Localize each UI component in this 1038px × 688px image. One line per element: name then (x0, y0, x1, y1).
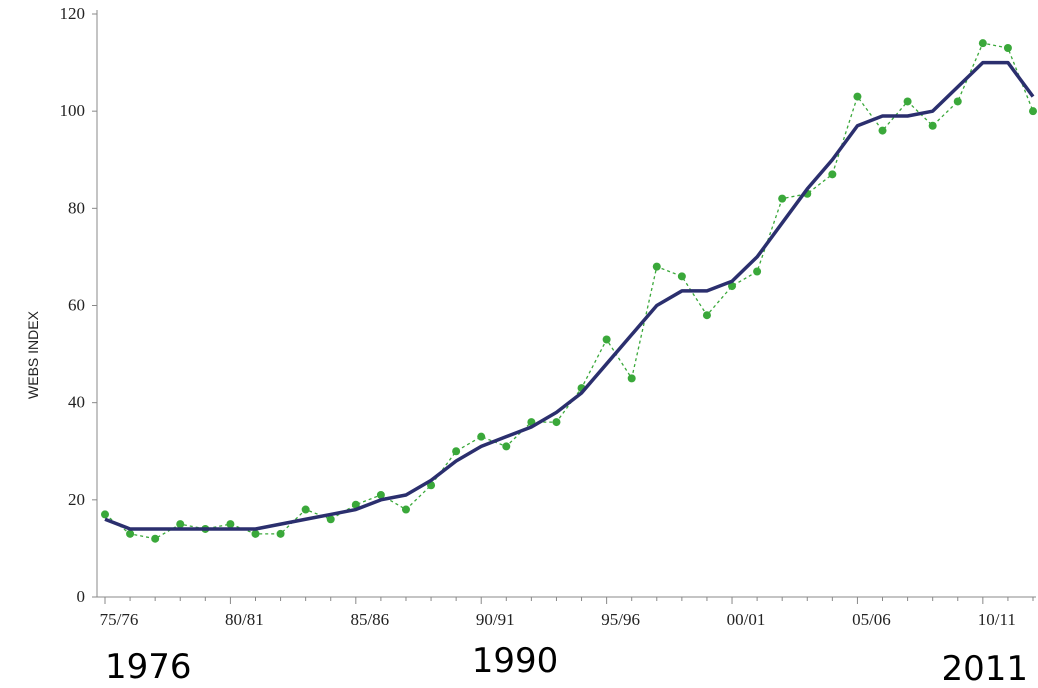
x-tick-label: 90/91 (476, 610, 515, 629)
data-point (502, 442, 511, 451)
x-tick-label: 00/01 (727, 610, 766, 629)
data-point (101, 510, 109, 519)
data-point (652, 262, 661, 271)
data-point (351, 500, 360, 509)
data-point (778, 194, 787, 203)
data-point (276, 529, 285, 538)
y-tick-label: 120 (60, 4, 86, 23)
data-point (301, 505, 310, 514)
data-point (1003, 44, 1012, 53)
y-tick-label: 100 (60, 101, 86, 120)
data-line-dashed (104, 42, 1034, 540)
data-point (878, 126, 887, 135)
data-point (401, 505, 410, 514)
data-point (477, 432, 486, 441)
data-point (226, 520, 235, 529)
data-point (126, 529, 135, 538)
annotation: 2011 (941, 649, 1028, 688)
x-tick-label: 75/76 (100, 610, 139, 629)
trend-line (104, 60, 1035, 531)
annotation: 1976 (105, 647, 192, 687)
data-point (552, 418, 561, 427)
data-point (978, 39, 987, 48)
data-point (326, 515, 335, 524)
x-tick-label: 95/96 (601, 610, 640, 629)
y-tick-label: 20 (68, 490, 85, 509)
data-point (853, 92, 862, 101)
data-point (1029, 107, 1037, 116)
x-tick-label: 05/06 (852, 610, 891, 629)
data-point (753, 267, 762, 276)
y-tick-label: 60 (68, 296, 85, 315)
data-point (376, 490, 385, 499)
data-point (251, 529, 260, 538)
data-point (903, 97, 912, 106)
y-axis-title: WEBS INDEX (25, 310, 41, 399)
data-point (677, 272, 686, 281)
data-point (602, 335, 611, 344)
x-tick-label: 10/11 (978, 610, 1016, 629)
y-tick-label: 0 (77, 587, 86, 606)
x-tick-label: 85/86 (350, 610, 389, 629)
data-point (702, 311, 711, 320)
data-point (928, 121, 937, 130)
data-point (176, 520, 185, 529)
data-point (828, 170, 837, 179)
data-point (452, 447, 461, 456)
y-tick-label: 40 (68, 393, 85, 412)
annotation: 1990 (472, 641, 559, 681)
data-point (953, 97, 962, 106)
y-tick-label: 80 (68, 198, 85, 217)
data-point (151, 534, 160, 543)
x-tick-label: 80/81 (225, 610, 264, 629)
data-point (627, 374, 636, 383)
data-point (728, 282, 737, 291)
